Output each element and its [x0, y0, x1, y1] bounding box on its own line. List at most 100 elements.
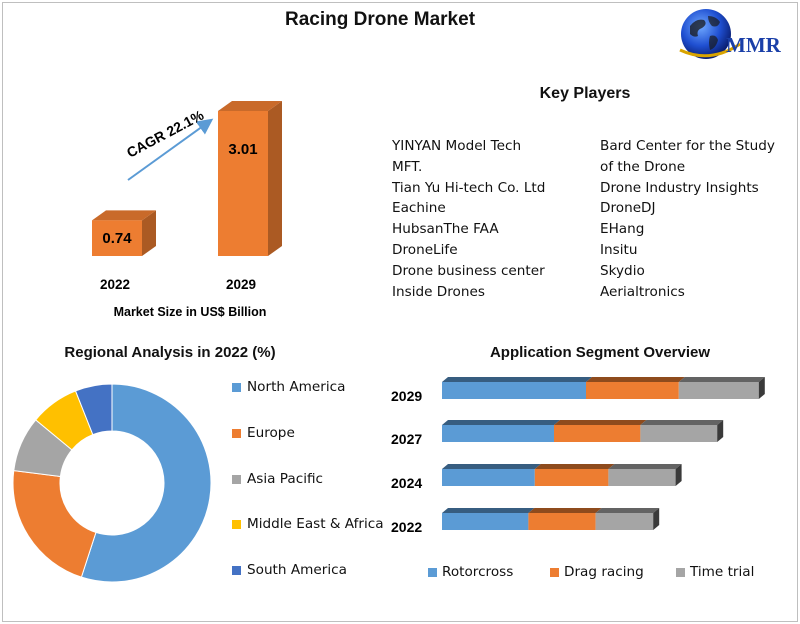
market-bar-2029: [218, 111, 268, 256]
hbar-2022-time-trial: [595, 513, 654, 530]
market-bar-side-0: [142, 210, 156, 256]
legend-label-1: Europe: [247, 425, 295, 441]
page-title: Racing Drone Market: [284, 9, 476, 30]
key-player-right-0: Bard Center for the Study: [600, 138, 775, 154]
hbar-2027-drag-racing: [554, 425, 641, 442]
legend-item-1: Europe: [232, 423, 402, 443]
key-player-left-0: YINYAN Model Tech: [392, 138, 522, 154]
key-player-right-6: Skydio: [600, 262, 645, 279]
hbar-2027-time-trial: [640, 425, 718, 442]
key-player-left-4: HubsanThe FAA: [392, 221, 499, 238]
hbar-2029-drag-racing: [586, 382, 679, 399]
key-player-right-4: EHang: [600, 221, 645, 238]
market-category-0: 2022: [100, 277, 130, 292]
hbar-2024-time-trial: [608, 469, 676, 486]
hbar-end-2022: [653, 508, 660, 530]
app-legend-swatch-1: [550, 568, 559, 577]
legend-item-0: North America: [232, 377, 402, 397]
app-legend-swatch-0: [428, 568, 437, 577]
hbar-end-2027: [717, 420, 724, 442]
hbar-top-2029-2: [678, 377, 765, 382]
legend-label-2: Asia Pacific: [247, 471, 324, 487]
key-player-left-2: Tian Yu Hi-tech Co. Ltd: [392, 179, 546, 196]
legend-item-4: South America: [232, 560, 402, 580]
key-player-left-1: MFT.: [392, 158, 423, 175]
hbar-top-2029-1: [586, 377, 685, 382]
hbar-2029-time-trial: [678, 382, 759, 399]
market-bar-value-0: 0.74: [102, 230, 132, 247]
hbar-2022-rotorcross: [442, 513, 529, 530]
hbar-2024-drag-racing: [534, 469, 609, 486]
key-player-right-3: DroneDJ: [600, 200, 656, 217]
key-players-right-column: Bard Center for the Study of the Drone Dro…: [600, 136, 795, 302]
market-bar-2022: [92, 220, 142, 256]
app-legend-item-0: Rotorcross: [428, 562, 513, 582]
application-legend: Rotorcross Drag racing Time trial: [380, 562, 800, 584]
hbar-category-2022: 2022: [391, 519, 422, 535]
key-player-right-7: Aerialtronics: [600, 283, 685, 300]
hbar-2022-drag-racing: [528, 513, 596, 530]
hbar-top-2022-1: [528, 508, 602, 513]
regional-donut-chart: [12, 383, 212, 583]
hbar-top-2027-2: [640, 420, 724, 425]
legend-swatch-2: [232, 475, 241, 484]
donut-slice-north-america: [80, 383, 212, 583]
app-legend-item-2: Time trial: [676, 562, 754, 582]
legend-item-3: Middle East & Africa: [232, 514, 402, 534]
key-player-left-7: Inside Drones: [392, 283, 485, 300]
key-players-title: Key Players: [539, 85, 631, 102]
logo-text: MMR: [726, 33, 782, 57]
hbar-end-2029: [758, 377, 765, 399]
app-legend-label-2: Time trial: [690, 564, 755, 580]
market-bar-top-1: [218, 101, 282, 111]
key-player-left-5: DroneLife: [392, 241, 458, 258]
hbar-2024-rotorcross: [442, 469, 535, 486]
hbar-category-2027: 2027: [391, 431, 422, 447]
hbar-2029-rotorcross: [442, 382, 586, 399]
market-size-xlabel: Market Size in US$ Billion: [114, 305, 267, 319]
legend-swatch-4: [232, 566, 241, 575]
donut-slice-europe: [12, 470, 97, 578]
hbar-top-2024-0: [442, 464, 541, 469]
hbar-top-2024-2: [608, 464, 682, 469]
app-legend-swatch-2: [676, 568, 685, 577]
app-legend-label-0: Rotorcross: [442, 564, 514, 580]
market-bar-side-1: [268, 101, 282, 256]
key-players-left-column: YINYAN Model Tech MFT. Tian Yu Hi-tech Co.…: [392, 136, 592, 302]
hbar-top-2027-1: [554, 420, 647, 425]
mmr-logo: MMR: [679, 9, 782, 59]
hbar-top-2022-0: [442, 508, 535, 513]
legend-label-0: North America: [247, 379, 346, 395]
hbar-top-2027-0: [442, 420, 560, 425]
hbar-top-2022-2: [595, 508, 660, 513]
key-player-right-2: Drone Industry Insights: [600, 179, 759, 196]
market-bar-top-0: [92, 210, 156, 221]
hbar-end-2024: [675, 464, 682, 486]
legend-label-4: South America: [247, 562, 347, 578]
hbar-category-2024: 2024: [391, 475, 422, 491]
application-segment-chart: 2029 2027 2024 2022: [391, 377, 765, 535]
key-player-right-5: Insitu: [600, 241, 638, 258]
hbar-top-2024-1: [534, 464, 615, 469]
market-category-1: 2029: [226, 277, 256, 292]
key-player-left-3: Eachine: [392, 200, 446, 217]
application-segment-title: Application Segment Overview: [489, 344, 711, 361]
legend-item-2: Asia Pacific: [232, 469, 402, 489]
key-player-right-1: of the Drone: [600, 158, 686, 175]
regional-analysis-title: Regional Analysis in 2022 (%): [64, 344, 276, 361]
legend-label-3: Middle East & Africa: [247, 516, 384, 532]
app-legend-label-1: Drag racing: [564, 564, 644, 580]
cagr-arrow: [127, 118, 214, 181]
legend-swatch-3: [232, 520, 241, 529]
legend-swatch-0: [232, 383, 241, 392]
key-player-left-6: Drone business center: [392, 262, 545, 279]
app-legend-item-1: Drag racing: [550, 562, 644, 582]
hbar-category-2029: 2029: [391, 388, 422, 404]
market-bar-value-1: 3.01: [228, 141, 257, 158]
hbar-top-2029-0: [442, 377, 592, 382]
donut-slice-south-america: [74, 383, 113, 436]
hbar-2027-rotorcross: [442, 425, 554, 442]
legend-swatch-1: [232, 429, 241, 438]
